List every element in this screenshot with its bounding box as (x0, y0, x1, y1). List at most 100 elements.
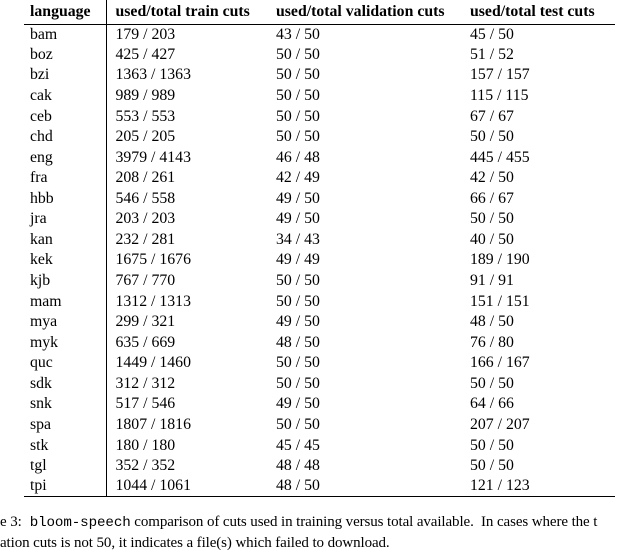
cell-language: cak (24, 85, 107, 107)
cell-validation-cuts: 49 / 50 (276, 189, 320, 207)
cell-test-cuts: 189 / 190 (470, 251, 530, 269)
cell-validation-cuts: 50 / 50 (276, 374, 320, 392)
cell-train-cuts: 299 / 321 (115, 313, 176, 331)
cell-language: myk (24, 332, 107, 353)
cell-test-cuts: 50 / 50 (470, 436, 514, 454)
table-header-row: language used/total train cuts used/tota… (24, 0, 615, 24)
cell-train-cuts: 989 / 989 (115, 86, 176, 104)
cell-validation-cuts: 43 / 50 (276, 25, 320, 43)
cell-test-cuts: 64 / 66 (470, 395, 514, 413)
cell-train-cuts: 352 / 352 (115, 457, 176, 475)
header-train-cuts: used/total train cuts (115, 2, 250, 20)
cell-train-cuts: 180 / 180 (115, 436, 176, 454)
header-validation-cuts: used/total validation cuts (276, 2, 445, 20)
cell-validation-cuts: 34 / 43 (276, 230, 320, 248)
cell-validation-cuts: 50 / 50 (276, 86, 320, 104)
cell-language: bzi (24, 65, 107, 86)
cell-train-cuts: 203 / 203 (115, 210, 176, 228)
table-row: cak 989 / 989 50 / 50 115 / 115 (24, 85, 615, 107)
table-row: jra 203 / 203 49 / 50 50 / 50 (24, 209, 615, 230)
table-row: eng 3979 / 4143 46 / 48 445 / 455 (24, 147, 615, 168)
table-row: bzi 1363 / 1363 50 / 50 157 / 157 (24, 65, 615, 86)
cell-train-cuts: 553 / 553 (115, 107, 176, 125)
cell-train-cuts: 205 / 205 (115, 128, 176, 146)
cell-train-cuts: 208 / 261 (115, 169, 176, 187)
cell-test-cuts: 157 / 157 (470, 66, 530, 84)
cell-language: bam (24, 24, 107, 45)
cell-train-cuts: 425 / 427 (115, 45, 176, 63)
table-row: spa 1807 / 1816 50 / 50 207 / 207 (24, 414, 615, 436)
table-row: myk 635 / 669 48 / 50 76 / 80 (24, 332, 615, 353)
cell-language: snk (24, 394, 107, 415)
table-row: fra 208 / 261 42 / 49 42 / 50 (24, 167, 615, 189)
cell-train-cuts: 635 / 669 (115, 333, 176, 351)
table-row: hbb 546 / 558 49 / 50 66 / 67 (24, 188, 615, 210)
cell-train-cuts: 1363 / 1363 (115, 66, 191, 84)
cell-validation-cuts: 50 / 50 (276, 354, 320, 372)
cell-validation-cuts: 45 / 45 (276, 436, 320, 454)
cell-validation-cuts: 48 / 50 (276, 477, 320, 495)
cell-language: kek (24, 250, 107, 271)
cell-test-cuts: 115 / 115 (470, 86, 529, 104)
cell-train-cuts: 1044 / 1061 (115, 477, 191, 495)
cell-test-cuts: 121 / 123 (470, 477, 530, 495)
table-row: kjb 767 / 770 50 / 50 91 / 91 (24, 270, 615, 292)
cell-validation-cuts: 50 / 50 (276, 128, 320, 146)
table-row: stk 180 / 180 45 / 45 50 / 50 (24, 435, 615, 456)
table-row: tpi 1044 / 1061 48 / 50 121 / 123 (24, 476, 615, 497)
table-row: chd 205 / 205 50 / 50 50 / 50 (24, 126, 615, 148)
cell-test-cuts: 48 / 50 (470, 313, 514, 331)
cell-validation-cuts: 48 / 48 (276, 457, 320, 475)
cell-language: eng (24, 147, 107, 168)
cell-validation-cuts: 49 / 50 (276, 313, 320, 331)
cell-validation-cuts: 46 / 48 (276, 148, 320, 166)
cell-language: hbb (24, 188, 107, 210)
cell-language: mya (24, 311, 107, 333)
cell-test-cuts: 45 / 50 (470, 25, 514, 43)
cell-language: stk (24, 435, 107, 456)
cell-test-cuts: 40 / 50 (470, 230, 514, 248)
cell-validation-cuts: 50 / 50 (276, 415, 320, 433)
cell-train-cuts: 1675 / 1676 (115, 251, 191, 269)
cell-language: boz (24, 44, 107, 66)
cell-train-cuts: 767 / 770 (115, 272, 176, 290)
cell-validation-cuts: 42 / 49 (276, 169, 320, 187)
cell-train-cuts: 232 / 281 (115, 230, 176, 248)
cell-test-cuts: 50 / 50 (470, 128, 514, 146)
caption-code: bloom-speech (29, 515, 131, 531)
cell-train-cuts: 3979 / 4143 (115, 148, 191, 166)
cell-test-cuts: 66 / 67 (470, 189, 514, 207)
cell-language: sdk (24, 373, 107, 395)
cell-language: tpi (24, 476, 107, 497)
cell-test-cuts: 207 / 207 (470, 415, 530, 433)
table-row: kan 232 / 281 34 / 43 40 / 50 (24, 229, 615, 251)
table-row: ceb 553 / 553 50 / 50 67 / 67 (24, 106, 615, 127)
cell-language: ceb (24, 106, 107, 127)
cuts-table: language used/total train cuts used/tota… (24, 0, 615, 498)
cell-validation-cuts: 50 / 50 (276, 292, 320, 310)
cell-validation-cuts: 50 / 50 (276, 45, 320, 63)
cell-language: kjb (24, 270, 107, 292)
cell-validation-cuts: 49 / 50 (276, 395, 320, 413)
caption-line1-rest: comparison of cuts used in training vers… (130, 514, 598, 530)
table-row: bam 179 / 203 43 / 50 45 / 50 (24, 24, 615, 45)
table-row: mam 1312 / 1313 50 / 50 151 / 151 (24, 291, 615, 312)
caption-prefix: e 3: (0, 514, 22, 530)
table-row: kek 1675 / 1676 49 / 49 189 / 190 (24, 250, 615, 271)
cell-test-cuts: 166 / 167 (470, 354, 530, 372)
cell-test-cuts: 151 / 151 (470, 292, 530, 310)
table-caption: e 3: bloom-speech comparison of cuts used… (0, 512, 640, 550)
table-header: language used/total train cuts used/tota… (24, 0, 615, 24)
header-test-cuts: used/total test cuts (470, 2, 595, 20)
cell-train-cuts: 1312 / 1313 (115, 292, 191, 310)
cell-test-cuts: 51 / 52 (470, 45, 514, 63)
table-row: snk 517 / 546 49 / 50 64 / 66 (24, 394, 615, 415)
cell-language: spa (24, 414, 107, 436)
cell-language: chd (24, 126, 107, 148)
table-row: mya 299 / 321 49 / 50 48 / 50 (24, 311, 615, 333)
cell-test-cuts: 91 / 91 (470, 272, 514, 290)
cell-train-cuts: 517 / 546 (115, 395, 176, 413)
cell-validation-cuts: 49 / 50 (276, 210, 320, 228)
cell-train-cuts: 312 / 312 (115, 374, 176, 392)
